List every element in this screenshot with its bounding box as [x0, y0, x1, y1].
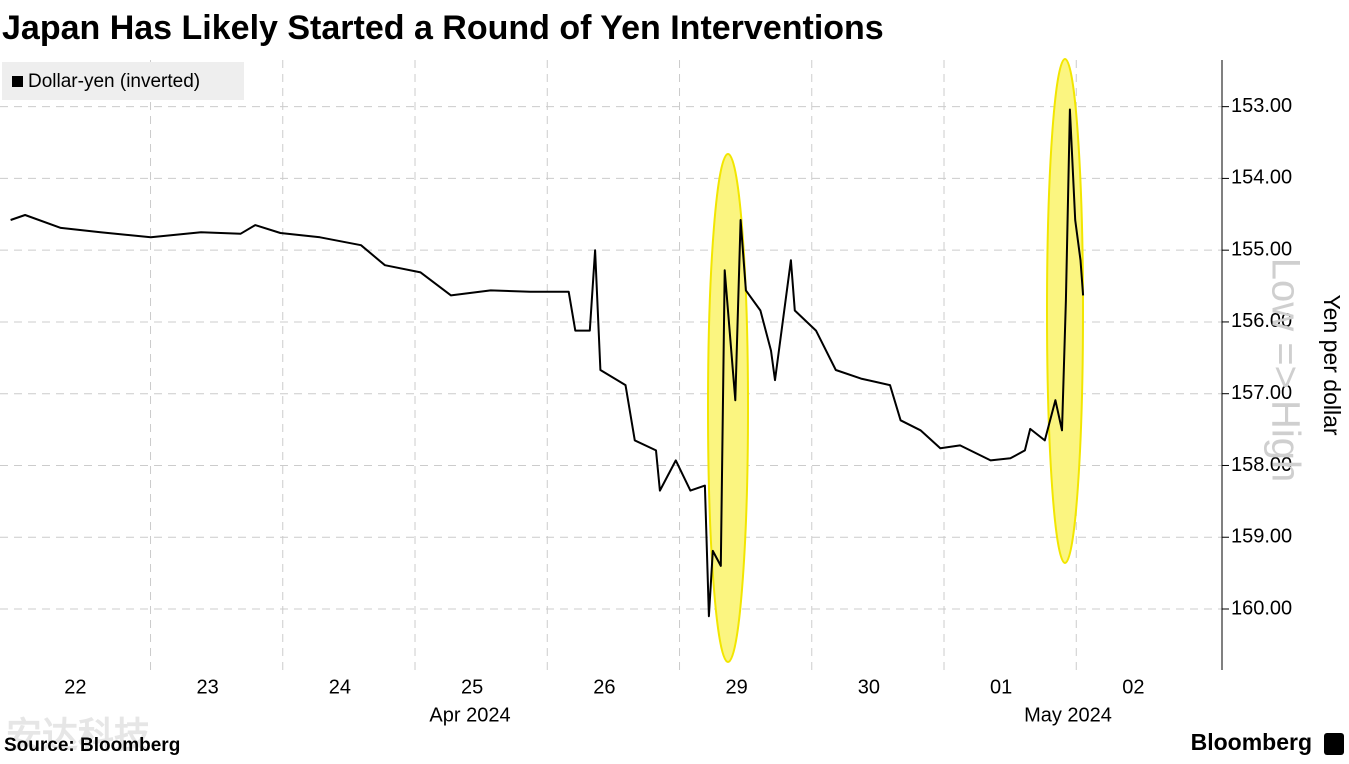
line: [10, 108, 1085, 618]
y-tick-label: 160.00: [1231, 597, 1292, 619]
watermark: 安达科技: [6, 715, 150, 756]
y-tick-label: 159.00: [1231, 526, 1292, 548]
y-axis-title: Yen per dollar: [1319, 294, 1345, 435]
brand-icon: [1324, 733, 1344, 755]
month-label: Apr 2024: [429, 704, 510, 726]
x-tick-label: 22: [64, 676, 86, 698]
month-label: May 2024: [1024, 704, 1112, 726]
y-tick-label: 155.00: [1231, 238, 1292, 260]
y-tick-label: 156.00: [1231, 310, 1292, 332]
source: Source: Bloomberg: [4, 735, 180, 756]
x-tick-label: 25: [461, 676, 483, 698]
x-tick-label: 02: [1122, 676, 1144, 698]
legend-swatch: [12, 76, 23, 87]
y-tick-label: 154.00: [1231, 167, 1292, 189]
legend-box: [2, 62, 244, 100]
legend-label: Dollar-yen (inverted): [28, 71, 200, 92]
y-tick-label: 158.00: [1231, 454, 1292, 476]
direction-label: Low => High: [1263, 258, 1307, 483]
x-tick-label: 26: [593, 676, 615, 698]
x-tick-label: 24: [329, 676, 351, 698]
y-tick-label: 153.00: [1231, 95, 1292, 117]
brand: Bloomberg: [1191, 729, 1312, 755]
chart-title: Japan Has Likely Started a Round of Yen …: [2, 9, 884, 47]
x-tick-label: 30: [858, 676, 880, 698]
x-tick-label: 29: [726, 676, 748, 698]
y-tick-label: 157.00: [1231, 382, 1292, 404]
x-tick-label: 01: [990, 676, 1012, 698]
x-tick-label: 23: [197, 676, 219, 698]
